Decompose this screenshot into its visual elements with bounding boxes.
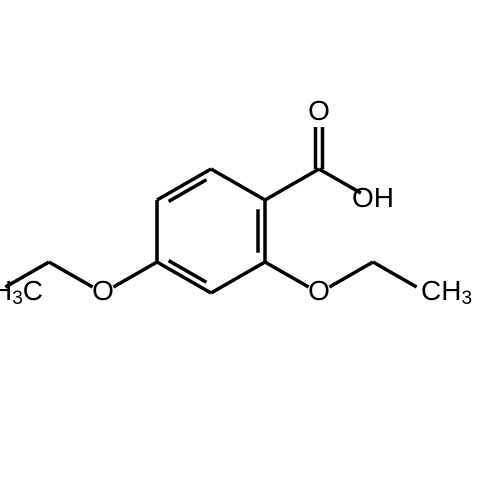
atom-label: O [92, 275, 114, 306]
atom-label: O [308, 95, 330, 126]
atom-label: OH [352, 182, 394, 213]
atom-label: CH3 [421, 275, 472, 309]
molecule-diagram: O OH O CH3 O H3C [0, 0, 500, 500]
atom-label: H3C [0, 275, 43, 309]
atom-label: O [308, 275, 330, 306]
